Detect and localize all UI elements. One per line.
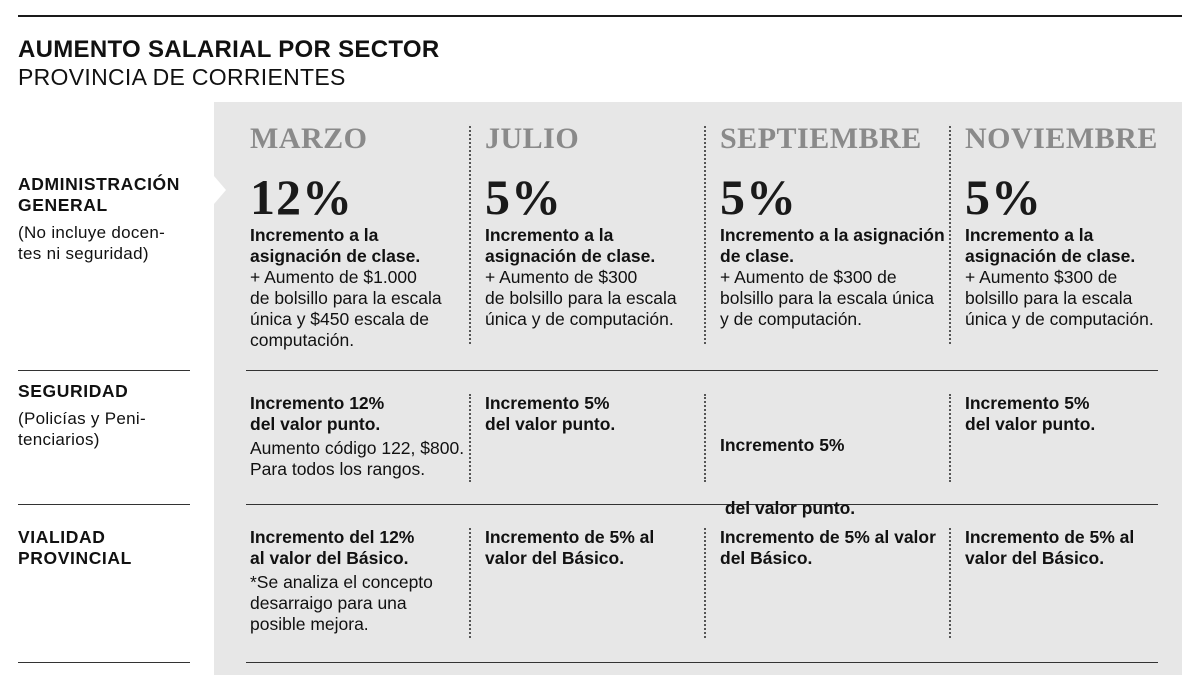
row-divider [18, 370, 190, 371]
cell-bold-line: del Básico. [720, 548, 813, 568]
column-divider [469, 126, 471, 344]
cell-bold-line: asignación de clase. [965, 246, 1136, 266]
cell-text-line: Para todos los rangos. [250, 459, 426, 479]
column-divider [949, 394, 951, 482]
cell-text-line: desarraigo para una [250, 593, 407, 613]
cell-bold-line: al valor del Básico. [250, 548, 409, 568]
cell-text-line: de bolsillo para la escala [250, 288, 442, 308]
admin-cell-noviembre: Incremento a la asignación de clase. + A… [965, 225, 1170, 330]
cell-text-line: única y $450 escala de [250, 309, 430, 329]
cell-bold-line: Incremento 12% [250, 393, 385, 413]
cell-text-line: computación. [250, 330, 355, 350]
cell-text-line: bolsillo para la escala única [720, 288, 935, 308]
vialidad-cell-noviembre: Incremento de 5% al valor del Básico. [965, 527, 1170, 569]
column-divider [469, 528, 471, 638]
page-subtitle: PROVINCIA DE CORRIENTES [18, 64, 346, 90]
cell-text-line: y de computación. [720, 309, 863, 329]
cell-bold-line: Incremento de 5% al valor [720, 527, 936, 547]
month-header-septiembre: SEPTIEMBRE [720, 122, 922, 155]
admin-cell-septiembre: Incremento a la asignación de clase. + A… [720, 225, 945, 330]
row-divider [18, 662, 190, 663]
cell-bold-line: Incremento del 12% [250, 527, 415, 547]
cell-bold-line: Incremento a la [485, 225, 614, 245]
cell-bold-line: valor del Básico. [485, 548, 625, 568]
cell-bold-line: asignación de clase. [485, 246, 656, 266]
cell-text-line: única y de computación. [485, 309, 674, 329]
row-pointer [214, 176, 226, 204]
cell-text-line: única y de computación. [965, 309, 1154, 329]
vialidad-cell-julio: Incremento de 5% al valor del Básico. [485, 527, 700, 569]
sector-note-line: tenciarios) [18, 430, 100, 449]
top-rule [18, 15, 1182, 17]
percentage-value: 12% [250, 169, 353, 225]
sector-note-admin: (No incluye docen- tes ni seguridad) [18, 222, 165, 264]
sector-label-line: ADMINISTRACIÓN [18, 174, 181, 194]
cell-text-line: posible mejora. [250, 614, 369, 634]
admin-cell-julio: Incremento a la asignación de clase. + A… [485, 225, 700, 330]
cell-bold-line: Incremento de 5% al [965, 527, 1135, 547]
column-divider [949, 126, 951, 344]
cell-bold-line: Incremento a la [965, 225, 1094, 245]
seguridad-cell-marzo: Incremento 12% del valor punto. Aumento … [250, 393, 465, 480]
cell-bold-line: Incremento a la asignación [720, 225, 945, 245]
cell-text-line: + Aumento de $300 de [720, 267, 897, 287]
sector-label-line: GENERAL [18, 195, 108, 215]
cell-bold-line: Incremento de 5% al [485, 527, 655, 547]
cell-text-line: bolsillo para la escala [965, 288, 1133, 308]
sector-note-seguridad: (Policías y Peni- tenciarios) [18, 408, 146, 450]
cell-text-line: + Aumento de $300 [485, 267, 638, 287]
months-panel [214, 102, 1182, 675]
cell-bold-line: Incremento 5% [485, 393, 610, 413]
column-divider [704, 394, 706, 482]
month-header-marzo: MARZO [250, 122, 368, 155]
sector-label-line: PROVINCIAL [18, 548, 132, 568]
row-divider [246, 370, 1158, 371]
cell-bold-line: del valor punto. [965, 414, 1096, 434]
month-header-julio: JULIO [485, 122, 580, 155]
cell-bold-line: Incremento a la [250, 225, 379, 245]
cell-bold-line: del valor punto. [250, 414, 381, 434]
percentage-value: 5% [720, 169, 797, 225]
sector-label-admin: ADMINISTRACIÓN GENERAL [18, 174, 180, 216]
vialidad-cell-marzo: Incremento del 12% al valor del Básico. … [250, 527, 465, 635]
seguridad-cell-septiembre: Incremento 5% del valor punto. [720, 393, 945, 540]
sector-label-line: VIALIDAD [18, 527, 106, 547]
percentage-value: 5% [965, 169, 1042, 225]
cell-bold-line: Incremento 5% [965, 393, 1090, 413]
column-divider [704, 126, 706, 344]
column-divider [704, 528, 706, 638]
cell-bold-line: valor del Básico. [965, 548, 1105, 568]
column-divider [469, 394, 471, 482]
sector-label-vialidad: VIALIDAD PROVINCIAL [18, 527, 132, 569]
cell-bold-line: del valor punto. [485, 414, 616, 434]
sector-note-line: (Policías y Peni- [18, 409, 146, 428]
cell-bold-line: del valor punto. [720, 498, 856, 518]
row-divider [246, 662, 1158, 663]
seguridad-cell-noviembre: Incremento 5% del valor punto. [965, 393, 1170, 435]
cell-bold-line: de clase. [720, 246, 794, 266]
seguridad-cell-julio: Incremento 5% del valor punto. [485, 393, 700, 435]
sector-note-line: (No incluye docen- [18, 223, 166, 242]
row-divider [246, 504, 1158, 505]
sector-note-line: tes ni seguridad) [18, 244, 149, 263]
sector-label-seguridad: SEGURIDAD [18, 381, 128, 402]
row-divider [18, 504, 190, 505]
percentage-value: 5% [485, 169, 562, 225]
cell-text-line: de bolsillo para la escala [485, 288, 677, 308]
column-divider [949, 528, 951, 638]
admin-cell-marzo: Incremento a la asignación de clase. + A… [250, 225, 465, 351]
cell-text-line: + Aumento de $1.000 [250, 267, 417, 287]
sector-label-line: SEGURIDAD [18, 381, 129, 401]
cell-text-line: + Aumento $300 de [965, 267, 1118, 287]
page-title: AUMENTO SALARIAL POR SECTOR [18, 36, 440, 63]
cell-text-line: *Se analiza el concepto [250, 572, 433, 592]
month-header-noviembre: NOVIEMBRE [965, 122, 1158, 155]
cell-text-line: Aumento código 122, $800. [250, 438, 465, 458]
cell-bold-line: asignación de clase. [250, 246, 421, 266]
vialidad-cell-septiembre: Incremento de 5% al valor del Básico. [720, 527, 945, 569]
cell-bold-line: Incremento 5% [720, 435, 845, 455]
